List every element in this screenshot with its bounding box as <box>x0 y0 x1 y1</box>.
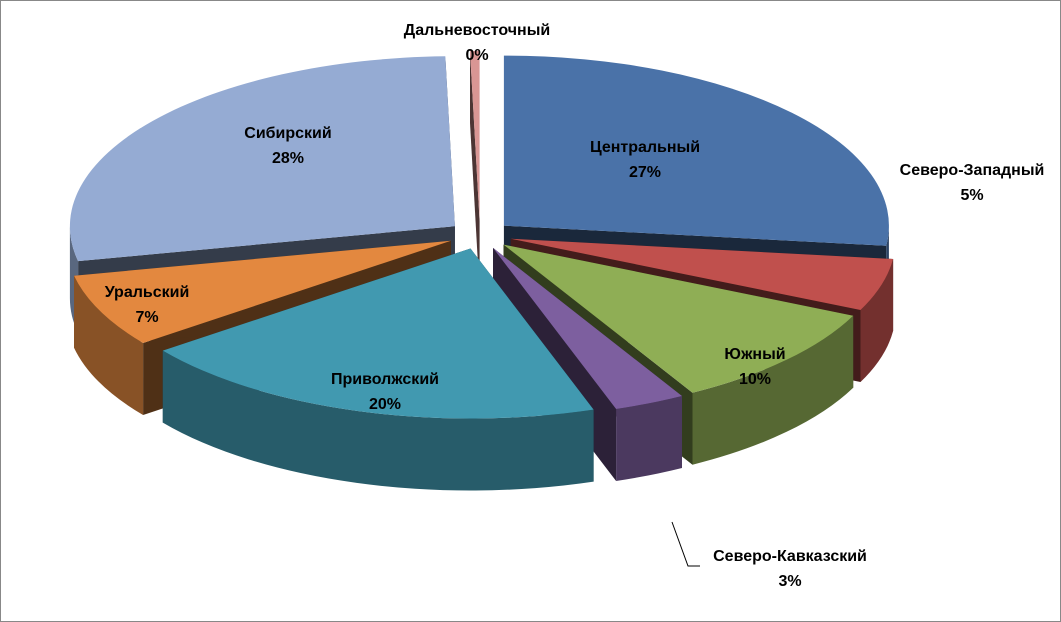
leader-line <box>671 521 700 567</box>
slice-label: Южный <box>724 346 785 363</box>
slice-wall <box>860 259 894 382</box>
slice-value-label: 0% <box>465 47 488 64</box>
slice-value-label: 7% <box>135 309 158 326</box>
slice-value-label: 20% <box>369 396 401 413</box>
slice-label: Дальневосточный <box>404 22 550 39</box>
slice-wall <box>74 275 144 415</box>
slice <box>503 244 854 393</box>
slice-wall <box>616 396 682 481</box>
slice-value-label: 5% <box>960 187 983 204</box>
slice-label: Северо-Западный <box>900 162 1045 179</box>
slice <box>470 50 480 221</box>
slice-value-label: 3% <box>778 573 801 590</box>
slice <box>74 240 451 343</box>
slice-wall <box>692 315 854 465</box>
slice <box>162 248 594 419</box>
slice <box>493 247 682 409</box>
slice-value-label: 10% <box>739 371 771 388</box>
slice-label: Уральский <box>105 284 190 301</box>
slice <box>69 56 455 262</box>
slice-wall <box>162 350 594 491</box>
slice <box>510 238 894 310</box>
slice-side <box>470 50 480 293</box>
slice-value-label: 28% <box>272 150 304 167</box>
slice-label: Северо-Кавказский <box>713 548 867 565</box>
slice-label: Центральный <box>590 139 700 156</box>
slice <box>503 55 889 246</box>
slice-label: Приволжский <box>331 371 439 388</box>
slice-label: Сибирский <box>244 125 331 142</box>
slice-value-label: 27% <box>629 164 661 181</box>
